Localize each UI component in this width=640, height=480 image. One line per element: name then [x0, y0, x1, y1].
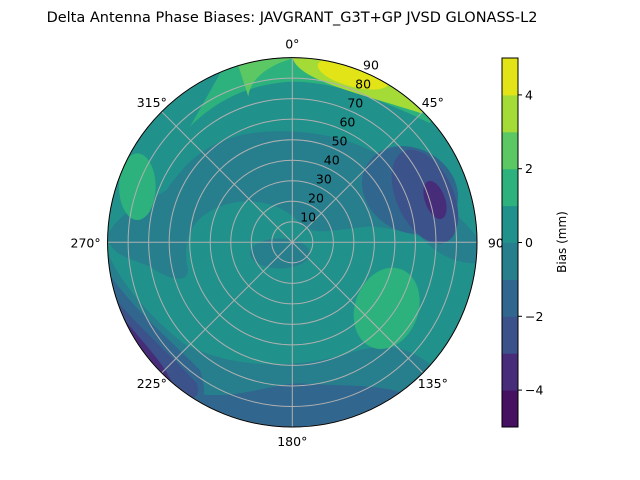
- polar-grid: [107, 57, 478, 428]
- r-tick-label: 70: [347, 96, 363, 111]
- r-tick-label: 90: [363, 58, 379, 73]
- theta-tick-label: 0°: [285, 37, 299, 52]
- theta-gridline: [161, 111, 424, 374]
- contour-band-4-to-5: [317, 58, 389, 90]
- colorbar-tick-label: 0: [525, 235, 533, 250]
- r-tick-label: 40: [324, 152, 340, 167]
- contour-band--2-to--1: [133, 383, 417, 427]
- r-tick-label: 80: [355, 77, 371, 92]
- contour-band--1-to-0: [249, 238, 310, 269]
- r-tick-label: 60: [339, 115, 355, 130]
- colorbar-band: [502, 168, 518, 207]
- theta-tick-label: 270°: [71, 235, 101, 250]
- theta-tick-label: 315°: [137, 95, 167, 110]
- r-tick-label: 30: [316, 171, 332, 186]
- colorbar-tick-label: −2: [525, 309, 543, 324]
- r-tick-label: 20: [308, 190, 324, 205]
- r-tick-label: 50: [332, 133, 348, 148]
- colorbar-band: [502, 242, 518, 280]
- theta-tick-label: 45°: [422, 95, 444, 110]
- chart-title: Delta Antenna Phase Biases: JAVGRANT_G3T…: [47, 10, 538, 26]
- colorbar-band: [502, 94, 518, 133]
- polar-frame: [107, 57, 478, 428]
- colorbar-band: [502, 279, 518, 317]
- contour-band-1-to-2: [353, 267, 420, 349]
- angular-tick-labels: 0°45°90°135°180°225°270°315°: [71, 37, 511, 449]
- colorbar: 4 2 0 −2 −4: [501, 57, 543, 428]
- contour-band--4-to--3: [423, 180, 447, 220]
- theta-tick-label: 135°: [418, 376, 448, 391]
- colorbar-tick-label: −4: [525, 383, 543, 398]
- colorbar-band: [502, 131, 518, 170]
- colorbar-band: [502, 353, 518, 391]
- colorbar-band: [502, 390, 518, 428]
- theta-tick-label: 225°: [137, 376, 167, 391]
- contour-band--3-to--2: [107, 289, 199, 399]
- colorbar-band: [502, 316, 518, 354]
- colorbar-tick-label: 2: [525, 161, 533, 176]
- colorbar-band: [502, 205, 518, 243]
- colorbar-label: Bias (mm): [555, 211, 569, 273]
- theta-tick-label: 180°: [277, 434, 307, 449]
- colorbar-band: [502, 58, 518, 96]
- radial-tick-labels: 10 20 30 40 50 60 70 80 90: [300, 58, 379, 225]
- colorbar-tick-label: 4: [525, 87, 533, 102]
- r-tick-label: 10: [300, 209, 316, 224]
